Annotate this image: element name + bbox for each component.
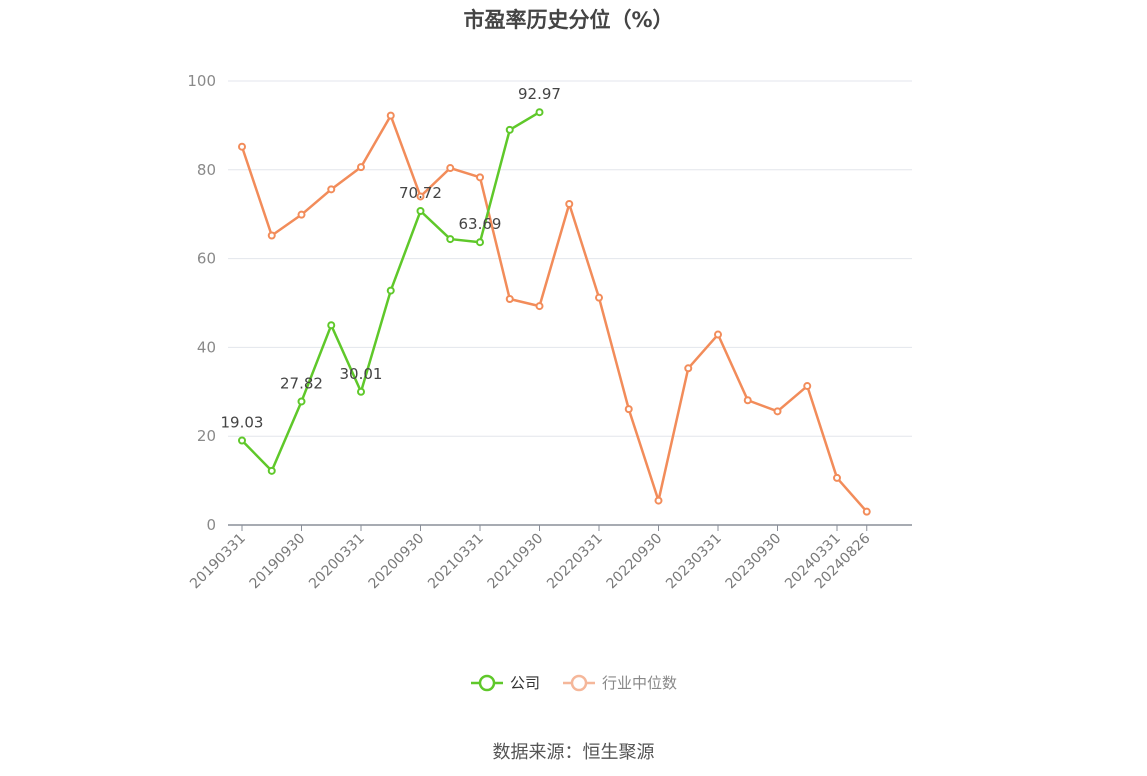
legend: 公司 行业中位数: [0, 672, 1147, 693]
chart-title: 市盈率历史分位（%）: [463, 8, 674, 32]
data-point: [238, 436, 246, 445]
data-point: [297, 397, 306, 406]
data-point: [862, 507, 871, 516]
data-point: [357, 163, 365, 172]
y-tick-label: 60: [197, 250, 216, 268]
data-label: 92.97: [518, 85, 561, 103]
data-label: 70.72: [399, 184, 442, 202]
data-labels: 19.03 27.82 30.01 70.72 63.69 92.97: [221, 85, 561, 431]
data-point: [476, 173, 484, 182]
data-point: [565, 199, 574, 208]
legend-symbol: [470, 674, 503, 691]
data-point: [833, 473, 841, 482]
data-point: [773, 407, 782, 416]
y-tick-label: 0: [206, 516, 216, 534]
data-point: [327, 321, 336, 330]
x-tick-label: 20200331: [306, 531, 368, 593]
legend-marker: [478, 674, 496, 691]
data-label: 27.82: [280, 374, 323, 392]
data-point: [743, 396, 752, 405]
data-point: [267, 231, 276, 240]
data-point: [386, 111, 395, 120]
data-label: 19.03: [221, 414, 264, 432]
y-axis-ticks: 0 20 40 60 80 100: [187, 72, 216, 534]
x-tick-label: 20210930: [485, 531, 547, 593]
legend-item[interactable]: 行业中位数: [562, 672, 677, 693]
data-point: [505, 125, 514, 134]
data-point: [535, 302, 544, 311]
x-tick-label: 20210331: [425, 531, 487, 593]
data-point: [267, 466, 276, 475]
y-tick-label: 40: [197, 338, 216, 356]
data-point: [476, 238, 484, 247]
data-point: [357, 387, 365, 396]
legend-item[interactable]: 公司: [470, 672, 540, 693]
series-lines: [238, 108, 871, 516]
legend-label: 公司: [509, 674, 540, 692]
data-point: [238, 142, 246, 151]
y-tick-label: 20: [197, 427, 216, 445]
data-point: [386, 286, 395, 295]
data-point: [535, 108, 544, 117]
series-line: [240, 114, 868, 513]
data-label: 30.01: [340, 365, 383, 383]
x-tick-label: 20200930: [366, 531, 428, 593]
data-label: 63.69: [459, 215, 502, 233]
x-tick-label: 20230930: [723, 531, 785, 593]
data-point: [416, 207, 425, 216]
data-point: [803, 382, 812, 391]
legend-label: 行业中位数: [602, 674, 678, 692]
y-tick-label: 100: [187, 72, 216, 90]
x-tick-label: 20220930: [604, 531, 666, 593]
data-point: [446, 235, 455, 244]
x-tick-label: 20230331: [663, 531, 725, 593]
data-point: [684, 364, 693, 373]
data-point: [595, 293, 603, 302]
data-point: [297, 210, 306, 219]
data-point: [654, 496, 663, 505]
x-axis: 2019033120190930202003312020093020210331…: [187, 524, 912, 593]
x-tick-label: 20190930: [247, 531, 309, 593]
data-point: [624, 405, 633, 414]
data-point: [446, 164, 455, 173]
x-tick-label: 20190331: [187, 531, 249, 593]
y-tick-label: 80: [197, 161, 216, 179]
legend-marker: [570, 674, 588, 691]
source-note: 数据来源：恒生聚源: [492, 742, 655, 763]
data-point: [505, 295, 514, 304]
data-point: [714, 330, 722, 339]
data-point: [416, 192, 425, 201]
legend-symbol: [563, 674, 595, 691]
data-point: [327, 185, 336, 194]
x-tick-label: 20220331: [544, 531, 606, 593]
